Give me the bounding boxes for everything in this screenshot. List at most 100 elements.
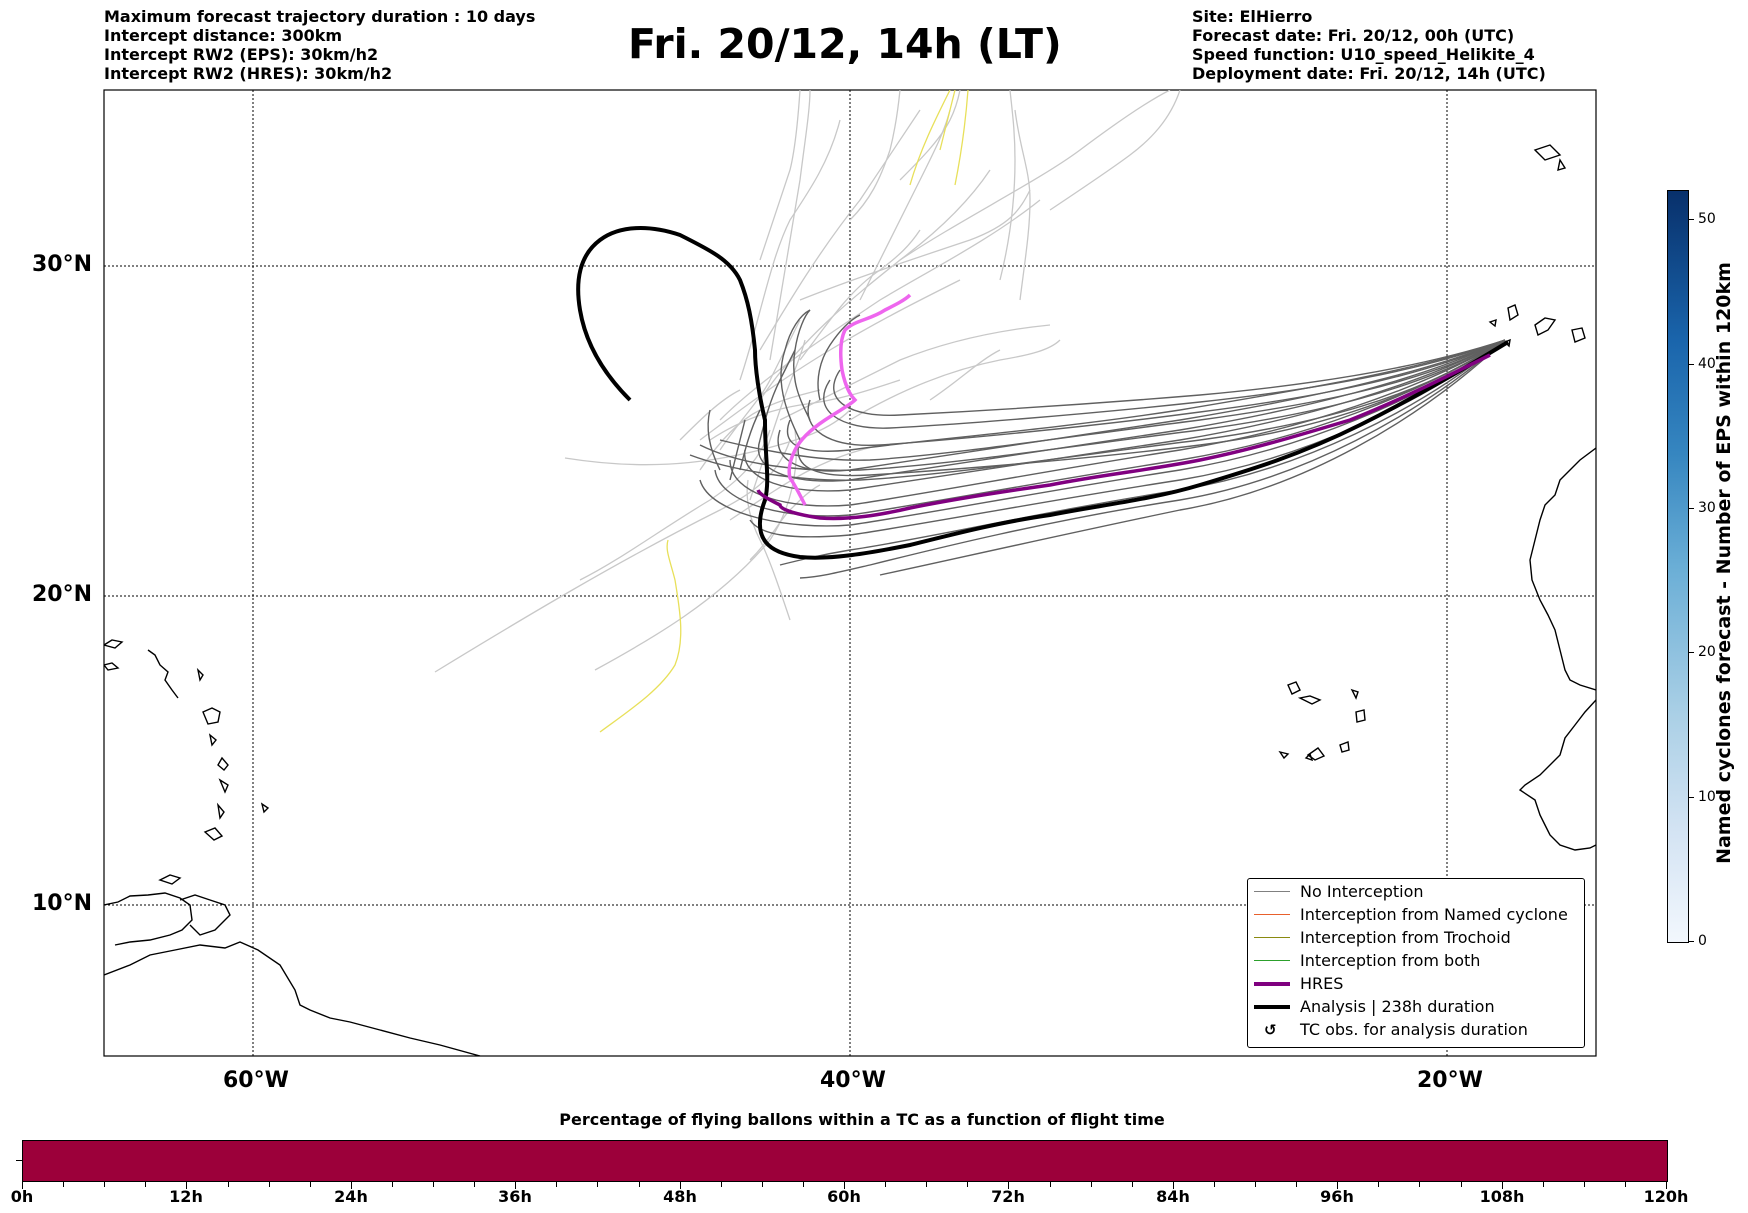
time-tick-label: 24h	[334, 1187, 368, 1206]
time-tick-label: 48h	[663, 1187, 697, 1206]
legend-item: HRES	[1248, 973, 1584, 995]
vertical-colorbar	[1667, 190, 1689, 943]
time-tick	[1501, 1181, 1503, 1189]
lon-label: 60°W	[223, 1068, 289, 1093]
time-tick	[1255, 1181, 1256, 1187]
time-tick	[474, 1181, 476, 1187]
time-tick	[1008, 1181, 1010, 1189]
time-tick	[63, 1181, 65, 1187]
legend-label: Interception from both	[1300, 951, 1481, 970]
legend-label: No Interception	[1300, 882, 1424, 901]
colorbar-tick	[1688, 219, 1694, 220]
colorbar-tick	[1688, 508, 1694, 509]
time-tick	[1583, 1181, 1585, 1187]
time-tick	[1419, 1181, 1421, 1187]
time-tick-label: 120h	[1643, 1187, 1689, 1206]
colorbar-tick	[1688, 941, 1694, 942]
time-tick	[1213, 1181, 1215, 1187]
time-tick	[761, 1181, 763, 1187]
time-tick	[556, 1181, 558, 1187]
time-tick	[844, 1181, 845, 1189]
time-tick	[309, 1181, 311, 1187]
colorbar-tick-label: 30	[1698, 500, 1716, 516]
time-tick	[1378, 1181, 1380, 1187]
time-tick-label: 72h	[991, 1187, 1025, 1206]
time-tick	[1460, 1181, 1462, 1187]
time-tick	[1624, 1181, 1626, 1187]
colorbar-tick	[1688, 364, 1694, 365]
coastlines	[104, 144, 1596, 1056]
time-tick	[679, 1181, 681, 1189]
time-tick-label: 12h	[169, 1187, 203, 1206]
header-left-info: Maximum forecast trajectory duration : 1…	[104, 7, 535, 83]
horizontal-colorbar	[22, 1140, 1668, 1182]
time-tick	[1666, 1181, 1667, 1189]
time-tick	[391, 1181, 393, 1187]
legend-swatch	[1254, 937, 1290, 938]
time-tick	[1172, 1181, 1174, 1189]
legend-item: Interception from both	[1248, 950, 1584, 972]
legend-label: Interception from Trochoid	[1300, 928, 1511, 947]
header-right-line: Deployment date: Fri. 20/12, 14h (UTC)	[1192, 64, 1546, 83]
time-tick-label: 0h	[10, 1187, 34, 1206]
legend-swatch	[1254, 960, 1290, 961]
legend-swatch	[1254, 1005, 1290, 1009]
colorbar-title: Named cyclones forecast - Number of EPS …	[1713, 262, 1735, 864]
legend-item: Analysis | 238h duration	[1248, 996, 1584, 1018]
header-right-info: Site: ElHierro Forecast date: Fri. 20/12…	[1192, 7, 1546, 83]
colorbar-tick-label: 0	[1698, 933, 1707, 949]
header-left-line: Intercept distance: 300km	[104, 26, 343, 45]
hres-early-segment	[787, 293, 912, 506]
time-tick	[1131, 1181, 1133, 1187]
time-tick	[638, 1181, 640, 1187]
time-tick	[926, 1181, 928, 1187]
legend-swatch	[1254, 982, 1290, 986]
colorbar-tick	[1688, 797, 1694, 798]
legend-label: TC obs. for analysis duration	[1300, 1020, 1528, 1039]
time-tick	[186, 1181, 188, 1189]
legend-label: Interception from Named cyclone	[1300, 905, 1568, 924]
colorbar-tick	[16, 1160, 22, 1161]
time-tick	[350, 1181, 352, 1189]
colorbar-tick-label: 50	[1698, 211, 1716, 227]
analysis-trajectory	[576, 226, 1510, 560]
legend-swatch	[1254, 891, 1290, 892]
time-tick-label: 36h	[498, 1187, 532, 1206]
time-tick	[1296, 1181, 1298, 1187]
lon-label: 40°W	[820, 1068, 886, 1093]
time-tick	[515, 1181, 517, 1189]
time-tick	[104, 1181, 106, 1187]
time-tick	[802, 1181, 804, 1187]
legend-label: Analysis | 238h duration	[1300, 997, 1495, 1016]
lat-label: 20°N	[32, 582, 93, 607]
hres-trajectory	[756, 353, 1491, 521]
horizontal-colorbar-title: Percentage of flying ballons within a TC…	[559, 1110, 1165, 1129]
colorbar-tick-label: 10	[1698, 789, 1716, 805]
legend-label: HRES	[1300, 974, 1344, 993]
time-tick	[885, 1181, 887, 1187]
lat-label: 10°N	[32, 891, 93, 916]
lon-label: 20°W	[1417, 1068, 1483, 1093]
header-right-line: Speed function: U10_speed_Helikite_4	[1192, 45, 1535, 64]
colorbar-tick	[1688, 652, 1694, 653]
header-left-line: Intercept RW2 (HRES): 30km/h2	[104, 64, 393, 83]
time-tick-label: 96h	[1320, 1187, 1354, 1206]
yellow-trajectories	[599, 90, 969, 733]
time-tick	[720, 1181, 722, 1187]
map-legend: No Interception Interception from Named …	[1247, 878, 1585, 1048]
time-tick	[1542, 1181, 1544, 1187]
time-tick	[268, 1181, 270, 1187]
time-tick	[1337, 1181, 1339, 1189]
time-tick	[1049, 1181, 1051, 1187]
time-tick-label: 84h	[1156, 1187, 1190, 1206]
legend-item: Interception from Named cyclone	[1248, 904, 1584, 926]
map-gridlines	[104, 90, 1596, 1056]
time-tick	[22, 1181, 23, 1189]
header-left-line: Intercept RW2 (EPS): 30km/h2	[104, 45, 379, 64]
page-title: Fri. 20/12, 14h (LT)	[628, 20, 1062, 68]
legend-item: Interception from Trochoid	[1248, 927, 1584, 949]
legend-swatch	[1254, 914, 1290, 915]
time-tick-label: 60h	[827, 1187, 861, 1206]
header-left-line: Maximum forecast trajectory duration : 1…	[104, 7, 536, 26]
